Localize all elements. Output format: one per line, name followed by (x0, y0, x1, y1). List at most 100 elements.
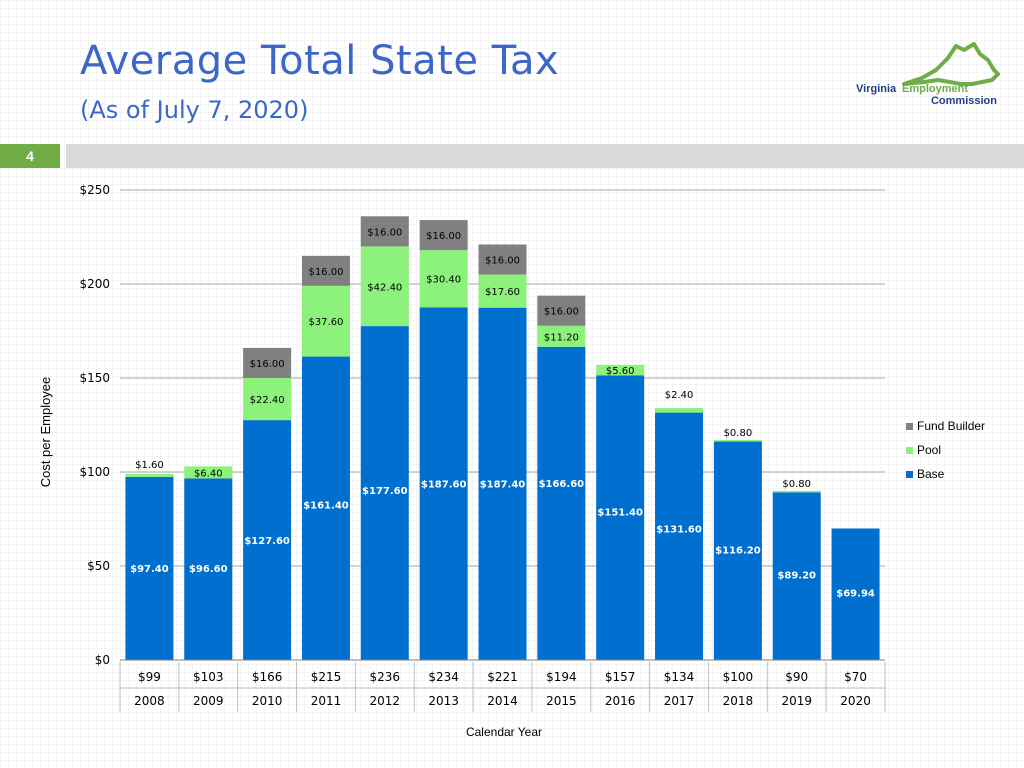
pool-value-label: $11.20 (544, 332, 579, 343)
pool-value-label: $42.40 (367, 282, 402, 293)
total-label: $194 (546, 670, 577, 684)
total-label: $100 (723, 670, 754, 684)
legend-swatch (906, 446, 913, 454)
year-label: 2017 (664, 694, 695, 708)
y-tick-label: $250 (79, 183, 110, 197)
year-label: 2010 (252, 694, 283, 708)
bar-segment-fund-builder (478, 244, 527, 275)
base-value-label: $177.60 (362, 486, 408, 497)
bar-segment-base (419, 307, 468, 660)
pool-value-label: $6.40 (194, 468, 223, 479)
base-value-label: $89.20 (777, 570, 816, 581)
legend-label: Base (917, 467, 945, 481)
fund-builder-value-label: $16.00 (544, 307, 579, 318)
bar-segment-base (360, 326, 409, 660)
bar-segment-pool (478, 274, 527, 308)
bar-segment-fund-builder (537, 295, 586, 326)
bar-segment-pool (419, 250, 468, 308)
bar-segment-base (537, 346, 586, 660)
base-value-label: $96.60 (189, 564, 228, 575)
base-value-label: $166.60 (539, 479, 585, 490)
pool-value-label: $2.40 (665, 390, 694, 401)
bar-segment-base (301, 356, 350, 660)
logo-word-commission: Commission (931, 95, 997, 107)
vec-logo: Virginia Employment Commission (856, 42, 1000, 107)
virginia-map-icon (902, 42, 1000, 86)
total-label: $221 (487, 670, 518, 684)
year-label: 2009 (193, 694, 224, 708)
pool-value-label: $22.40 (250, 395, 285, 406)
bar-segment-pool (184, 466, 233, 479)
total-label: $90 (785, 670, 808, 684)
legend-item-base: Base (906, 462, 985, 486)
chart-legend: Fund Builder Pool Base (906, 414, 985, 486)
bar-segment-base (772, 492, 821, 660)
bar-segment-pool (243, 378, 292, 421)
legend-swatch (906, 422, 913, 430)
pool-value-label: $1.60 (135, 460, 164, 471)
total-label: $70 (844, 670, 867, 684)
bar-segment-fund-builder (360, 216, 409, 247)
bar-segment-pool (360, 246, 409, 327)
legend-item-fund-builder: Fund Builder (906, 414, 985, 438)
year-label: 2019 (781, 694, 812, 708)
slide-number: 4 (0, 144, 60, 168)
fund-builder-value-label: $16.00 (426, 231, 461, 242)
bar-segment-pool (713, 440, 762, 442)
y-tick-label: $100 (79, 465, 110, 479)
slide-title: Average Total State Tax (80, 38, 560, 84)
bar-segment-pool (772, 490, 821, 493)
y-tick-label: $200 (79, 277, 110, 291)
year-label: 2008 (134, 694, 165, 708)
total-label: $234 (428, 670, 459, 684)
fund-builder-value-label: $16.00 (250, 359, 285, 370)
bar-segment-base (655, 412, 704, 660)
legend-label: Pool (917, 443, 942, 457)
bar-segment-base (596, 375, 645, 660)
pool-value-label: $37.60 (308, 317, 343, 328)
total-label: $157 (605, 670, 636, 684)
year-label: 2018 (723, 694, 754, 708)
bar-segment-base (713, 441, 762, 660)
slide-subtitle: (As of July 7, 2020) (80, 96, 309, 124)
legend-swatch (906, 470, 913, 478)
bar-segment-pool (537, 325, 586, 347)
base-value-label: $127.60 (244, 536, 290, 547)
base-value-label: $116.20 (715, 546, 761, 557)
year-label: 2013 (428, 694, 459, 708)
bar-segment-base (478, 307, 527, 660)
total-label: $236 (370, 670, 401, 684)
pool-value-label: $0.80 (782, 479, 811, 490)
bar-segment-pool (125, 473, 174, 477)
total-label: $215 (311, 670, 342, 684)
fund-builder-value-label: $16.00 (367, 227, 402, 238)
slide-number-bar (66, 144, 1024, 168)
bar-segment-base (243, 420, 292, 660)
total-label: $103 (193, 670, 224, 684)
base-value-label: $187.40 (480, 480, 526, 491)
pool-value-label: $30.40 (426, 275, 461, 286)
pool-value-label: $17.60 (485, 287, 520, 298)
bar-segment-base (184, 478, 233, 660)
bar-segment-base (831, 528, 880, 660)
x-axis-title: Calendar Year (466, 725, 542, 739)
pool-value-label: $5.60 (606, 366, 635, 377)
base-value-label: $131.60 (656, 525, 702, 536)
year-label: 2020 (840, 694, 871, 708)
base-value-label: $187.60 (421, 479, 467, 490)
total-label: $166 (252, 670, 283, 684)
pool-value-label: $0.80 (724, 428, 753, 439)
y-tick-label: $50 (87, 559, 110, 573)
y-tick-label: $0 (95, 653, 110, 667)
base-value-label: $151.40 (597, 507, 643, 518)
legend-label: Fund Builder (917, 419, 986, 433)
base-value-label: $69.94 (836, 589, 875, 600)
bar-segment-pool (655, 408, 704, 413)
logo-word-employment: Employment (902, 83, 968, 95)
bar-segment-fund-builder (243, 347, 292, 378)
bar-segment-fund-builder (419, 220, 468, 251)
bar-segment-pool (596, 364, 645, 376)
y-axis-title: Cost per Employee (38, 377, 53, 488)
fund-builder-value-label: $16.00 (485, 256, 520, 267)
